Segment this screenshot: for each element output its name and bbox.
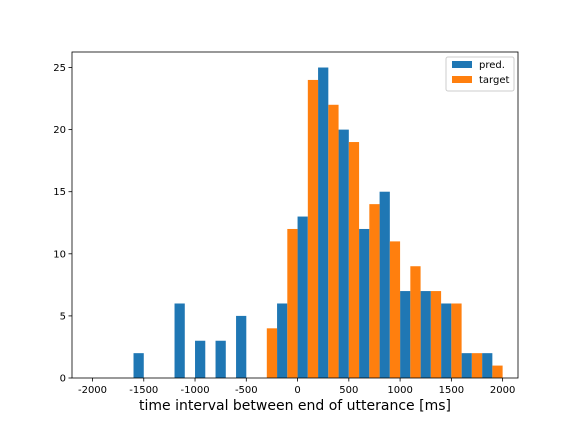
x-tick-label: 500 (339, 385, 358, 396)
y-tick-label: 5 (60, 311, 66, 322)
x-tick-label: 1500 (439, 385, 464, 396)
y-tick-label: 20 (53, 125, 66, 136)
bar-target-13 (369, 204, 380, 378)
bar-pred-17 (441, 303, 452, 378)
bar-pred-12 (338, 129, 349, 378)
bar-target-16 (430, 291, 442, 378)
bar-pred-16 (420, 291, 431, 378)
x-tick-label: 0 (294, 385, 300, 396)
bar-pred-2 (133, 353, 144, 378)
x-tick-label: -500 (235, 385, 258, 396)
bar-pred-10 (297, 216, 308, 378)
x-axis-ticks: -2000 -1500 -1000 -500 0 500 1000 1500 2000 (78, 378, 515, 396)
x-tick-label: 1000 (387, 385, 412, 396)
bar-pred-18 (461, 353, 472, 378)
bar-pred-13 (359, 228, 370, 378)
plot-frame (71, 51, 519, 379)
bar-target-17 (451, 303, 462, 378)
bar-pred-6 (215, 340, 226, 378)
legend-label-target: target (479, 75, 509, 86)
x-tick-label: 2000 (490, 385, 515, 396)
x-tick-label: -1500 (129, 385, 158, 396)
bar-target-11 (328, 104, 339, 378)
bar-pred-7 (236, 315, 247, 378)
y-axis-ticks: 0 5 10 15 20 25 (53, 63, 72, 385)
bar-target-18 (471, 353, 483, 378)
legend-swatch-target (452, 76, 472, 83)
y-tick-label: 25 (53, 63, 66, 74)
y-tick-label: 10 (53, 249, 66, 260)
x-tick-label: -1000 (181, 385, 210, 396)
bar-target-8 (266, 328, 278, 378)
bar-target-10 (307, 79, 319, 378)
bar-pred-5 (195, 340, 206, 378)
legend-label-pred: pred. (479, 60, 505, 71)
x-axis-label: time interval between end of utterance [… (139, 398, 451, 414)
legend: pred. target (445, 56, 515, 92)
y-tick-label: 0 (60, 374, 66, 385)
bar-pred-4 (174, 303, 185, 378)
x-tick-label: -2000 (78, 385, 107, 396)
bar-target-14 (389, 241, 401, 378)
bar-pred-11 (318, 67, 329, 379)
bar-target-12 (348, 142, 360, 378)
legend-swatch-pred (452, 61, 472, 68)
bar-pred-19 (482, 353, 493, 378)
bar-pred-9 (277, 303, 288, 378)
bars-group (133, 67, 503, 379)
bar-pred-15 (400, 291, 411, 378)
y-tick-label: 15 (53, 187, 66, 198)
bar-target-19 (492, 365, 503, 378)
bar-target-9 (287, 228, 298, 378)
bar-pred-14 (379, 191, 390, 378)
bar-target-15 (410, 266, 421, 378)
